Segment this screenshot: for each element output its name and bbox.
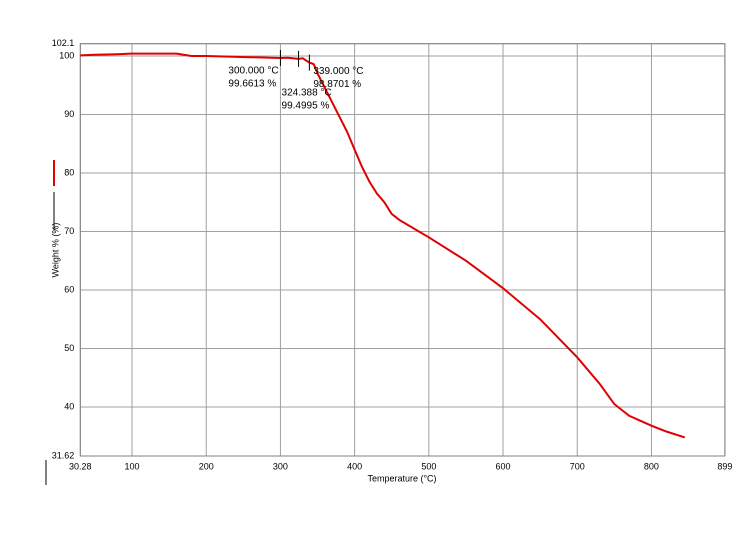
annotation-text: 99.4995 % — [282, 101, 330, 112]
data-line — [80, 52, 686, 439]
annotation-text: 339.000 °C — [313, 66, 363, 77]
plot-frame — [79, 43, 726, 457]
y-tick-label: 31.62 — [52, 450, 75, 460]
y-tick-label: 40 — [64, 401, 74, 411]
x-tick-label: 500 — [421, 461, 436, 471]
x-tick-label: 700 — [570, 461, 585, 471]
y-tick-label: 60 — [64, 284, 74, 294]
x-tick-label: 800 — [644, 461, 659, 471]
annotation-text: 99.6613 % — [228, 79, 276, 90]
x-tick-label: 30.28 — [69, 461, 92, 471]
y-tick-label: 90 — [64, 109, 74, 119]
y-axis-label: Weight % (%) — [50, 223, 60, 278]
annotation-text: 98.8701 % — [313, 79, 361, 90]
annotation-text: 324.388 °C — [282, 88, 332, 99]
x-axis-label: Temperature (°C) — [367, 473, 436, 483]
x-tick-label: 899 — [717, 461, 732, 471]
x-tick-label: 200 — [199, 461, 214, 471]
y-tick-label: 50 — [64, 343, 74, 353]
y-tick-label: 80 — [64, 167, 74, 177]
x-tick-label: 600 — [496, 461, 511, 471]
x-tick-label: 100 — [125, 461, 140, 471]
y-tick-label: 70 — [64, 226, 74, 236]
x-tick-label: 300 — [273, 461, 288, 471]
annotation-text: 300.000 °C — [228, 66, 278, 77]
x-tick-label: 400 — [347, 461, 362, 471]
y-tick-label: 100 — [59, 50, 74, 60]
y-tick-label: 102.1 — [52, 38, 75, 48]
